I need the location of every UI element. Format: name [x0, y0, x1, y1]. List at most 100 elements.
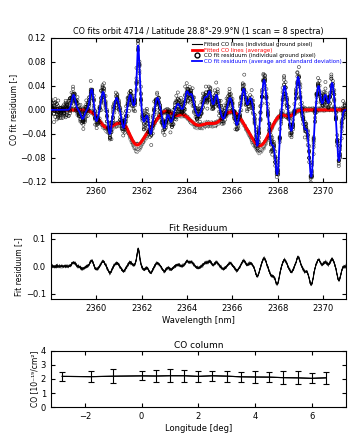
Point — [298, 93, 303, 101]
Point — [246, 104, 252, 111]
Point — [61, 112, 67, 119]
Point — [116, 97, 121, 104]
Point — [225, 100, 231, 107]
Point — [299, 105, 305, 112]
Point — [151, 98, 157, 105]
Point — [172, 111, 178, 118]
Point — [228, 97, 234, 104]
Point — [228, 100, 234, 107]
Point — [135, 40, 141, 47]
Point — [118, 113, 123, 121]
Point — [218, 110, 224, 117]
Point — [336, 158, 342, 165]
Point — [224, 110, 229, 117]
Point — [61, 110, 67, 117]
Point — [91, 92, 97, 99]
Point — [234, 125, 240, 132]
Point — [299, 113, 305, 120]
Point — [209, 97, 214, 104]
Point — [321, 88, 327, 95]
Point — [234, 120, 240, 127]
Point — [58, 106, 64, 113]
Point — [207, 90, 213, 97]
Point — [231, 111, 237, 118]
Point — [54, 105, 60, 113]
Point — [118, 107, 123, 114]
Point — [132, 99, 138, 106]
Point — [284, 97, 290, 104]
Point — [271, 142, 277, 149]
Point — [335, 142, 340, 149]
Point — [320, 101, 325, 109]
Point — [190, 98, 196, 105]
Point — [88, 89, 94, 96]
Point — [185, 93, 191, 100]
Point — [321, 92, 327, 99]
Point — [55, 111, 61, 118]
Point — [95, 119, 101, 126]
Point — [76, 111, 82, 118]
Point — [197, 105, 203, 112]
Point — [103, 93, 108, 100]
Point — [321, 101, 327, 108]
Point — [241, 86, 247, 93]
Point — [225, 96, 231, 103]
Point — [318, 99, 324, 106]
Point — [240, 81, 246, 88]
Point — [258, 102, 263, 109]
Point — [154, 89, 160, 96]
Point — [98, 97, 104, 105]
Point — [286, 113, 291, 121]
Point — [123, 112, 129, 119]
Point — [209, 101, 214, 108]
Point — [236, 122, 241, 129]
Point — [90, 86, 95, 93]
Point — [286, 116, 291, 123]
Point — [64, 103, 70, 110]
Point — [219, 106, 225, 113]
Point — [261, 72, 266, 79]
Point — [63, 99, 68, 106]
Point — [203, 95, 209, 102]
Point — [53, 105, 58, 113]
Point — [78, 113, 83, 120]
Point — [206, 89, 212, 96]
Point — [75, 105, 80, 113]
Point — [271, 142, 277, 149]
Point — [329, 73, 334, 80]
Point — [274, 167, 279, 174]
Point — [215, 88, 220, 95]
Point — [165, 113, 170, 121]
Point — [314, 91, 319, 98]
Point — [298, 84, 303, 91]
Point — [60, 103, 66, 110]
Point — [148, 123, 154, 130]
Point — [256, 125, 262, 132]
Point — [342, 102, 347, 109]
Point — [79, 118, 85, 125]
Point — [337, 150, 343, 158]
Point — [187, 99, 192, 106]
Point — [191, 98, 197, 105]
Point — [241, 87, 247, 94]
Point — [173, 97, 179, 104]
Point — [289, 130, 294, 137]
Point — [131, 107, 136, 114]
Point — [92, 113, 98, 121]
Point — [276, 166, 281, 173]
Point — [278, 107, 284, 114]
Point — [317, 77, 322, 85]
Point — [206, 88, 212, 95]
Point — [265, 101, 271, 108]
Point — [191, 108, 197, 115]
Point — [88, 86, 94, 93]
Point — [172, 99, 178, 106]
Point — [276, 162, 281, 170]
Point — [49, 107, 55, 114]
Point — [172, 104, 178, 111]
Point — [183, 100, 188, 107]
Point — [333, 109, 339, 116]
Point — [151, 116, 157, 123]
Point — [293, 91, 299, 98]
Point — [256, 138, 262, 145]
